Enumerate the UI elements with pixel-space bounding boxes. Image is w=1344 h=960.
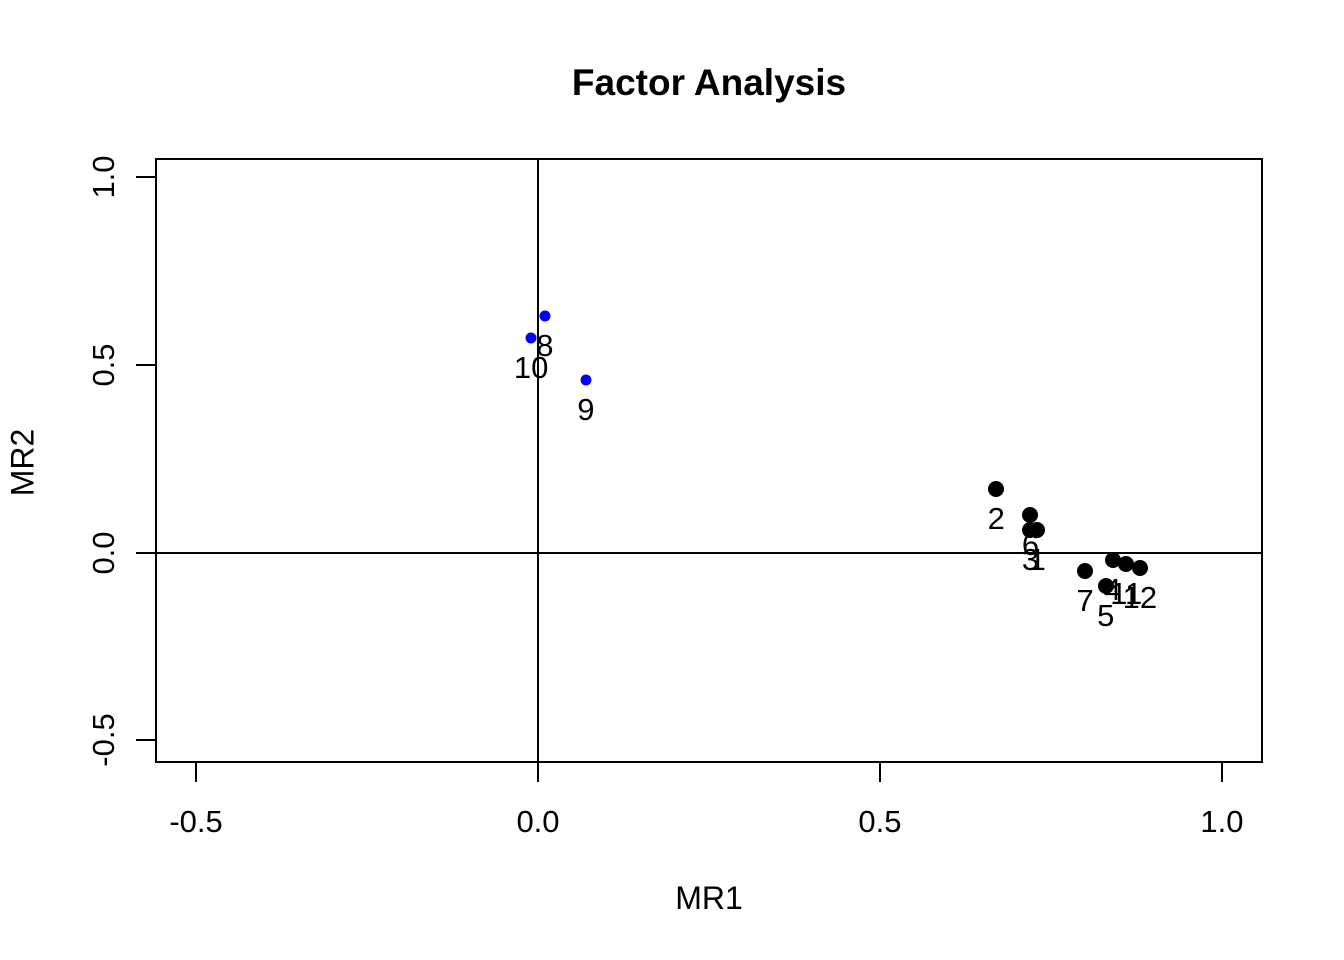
y-axis-tick	[136, 175, 155, 178]
x-axis-tick	[878, 763, 881, 782]
point-label-1: 1	[1028, 542, 1046, 578]
zero-line-horizontal	[155, 551, 1263, 554]
y-axis-tick-label: 0.5	[86, 343, 121, 387]
point-label-8: 8	[536, 327, 554, 363]
x-axis-label: MR1	[675, 880, 743, 916]
data-point-11	[1118, 555, 1135, 572]
y-axis-tick-label: -0.5	[86, 713, 121, 768]
data-point-4	[1104, 552, 1121, 569]
point-label-4: 4	[1103, 572, 1122, 608]
y-axis-tick	[136, 739, 155, 742]
y-axis-tick-label: 0.0	[86, 531, 121, 575]
y-axis-label: MR2	[4, 428, 41, 497]
data-point-3	[1022, 522, 1039, 539]
y-axis-tick	[136, 363, 155, 366]
x-axis-tick	[537, 763, 539, 782]
x-axis-tick-label: -0.5	[169, 804, 223, 839]
data-point-8	[539, 310, 551, 322]
point-label-12: 12	[1122, 579, 1158, 615]
data-point-10	[525, 332, 537, 344]
point-label-9: 9	[577, 391, 595, 427]
point-label-11: 11	[1110, 575, 1143, 611]
data-point-6	[1022, 506, 1039, 523]
plot-area	[155, 158, 1263, 763]
point-label-7: 7	[1076, 583, 1094, 619]
data-point-9	[580, 374, 592, 386]
chart-title: Factor Analysis	[571, 62, 847, 103]
point-label-5: 5	[1097, 598, 1115, 634]
y-axis-tick-label: 1.0	[86, 155, 121, 199]
data-point-5	[1097, 578, 1114, 595]
point-label-6: 6	[1021, 526, 1040, 562]
data-point-12	[1131, 559, 1148, 576]
x-axis-tick	[195, 763, 198, 782]
zero-line-vertical	[537, 158, 539, 763]
x-axis-tick-label: 0.0	[516, 804, 560, 839]
x-axis-tick	[1220, 763, 1223, 782]
point-label-2: 2	[987, 500, 1005, 536]
x-axis-tick-label: 1.0	[1200, 804, 1244, 839]
x-axis-tick-label: 0.5	[858, 804, 902, 839]
data-point-2	[988, 480, 1005, 497]
y-axis-tick	[136, 551, 155, 554]
point-label-3: 3	[1021, 542, 1040, 578]
point-label-10: 10	[513, 350, 549, 386]
data-point-7	[1077, 563, 1094, 580]
